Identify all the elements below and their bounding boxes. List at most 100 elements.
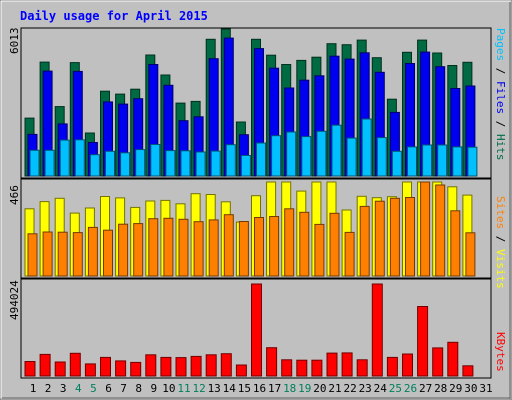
bar-kbytes-day-9 [145, 354, 157, 377]
bar-sites-day-27 [420, 181, 431, 277]
bar-pages-day-1 [29, 149, 40, 177]
bar-kbytes-day-3 [54, 361, 66, 377]
x-tick-label: 11 [177, 382, 190, 395]
hits-panel-label: Pages / Files / Hits [494, 28, 507, 161]
bar-pages-day-2 [44, 149, 55, 177]
bar-kbytes-day-10 [160, 356, 172, 377]
x-tick-label: 18 [283, 382, 296, 395]
x-tick-label: 23 [359, 382, 372, 395]
bar-sites-day-14 [223, 214, 234, 277]
bar-kbytes-day-21 [326, 352, 338, 377]
x-tick-label: 17 [268, 382, 281, 395]
bar-sites-day-16 [254, 217, 264, 277]
bar-sites-day-7 [118, 223, 129, 277]
bar-sites-day-3 [57, 231, 68, 277]
x-tick-label: 12 [192, 382, 205, 395]
bar-sites-day-25 [389, 197, 400, 277]
x-tick-label: 29 [449, 382, 462, 395]
x-tick-label: 7 [120, 382, 127, 395]
bar-pages-day-13 [210, 150, 221, 177]
bar-kbytes-day-29 [447, 341, 459, 377]
bar-pages-day-30 [467, 146, 478, 177]
bar-pages-day-9 [150, 144, 161, 177]
x-tick-label: 16 [253, 382, 266, 395]
bar-pages-day-14 [225, 144, 236, 177]
bar-sites-day-11 [178, 218, 189, 277]
bar-pages-day-21 [331, 124, 342, 177]
bar-sites-day-1 [27, 233, 38, 277]
bar-kbytes-day-23 [356, 359, 368, 377]
legend-sites: Sites [494, 196, 507, 229]
bar-pages-day-11 [180, 150, 191, 177]
bar-pages-day-4 [74, 139, 85, 177]
bar-sites-day-15 [238, 221, 249, 277]
bar-sites-day-21 [329, 212, 340, 277]
bar-kbytes-day-6 [100, 356, 111, 377]
bar-pages-day-6 [105, 150, 115, 177]
bar-kbytes-day-28 [432, 347, 444, 377]
bar-pages-day-15 [240, 155, 251, 177]
bar-sites-day-6 [103, 229, 113, 277]
bar-sites-day-29 [450, 210, 461, 277]
bar-pages-day-22 [346, 137, 357, 177]
bar-kbytes-day-1 [24, 361, 36, 377]
x-tick-label: 14 [223, 382, 237, 395]
x-tick-label: 22 [343, 382, 356, 395]
kbytes-panel-label: KBytes [494, 332, 507, 372]
bar-pages-day-5 [89, 154, 100, 177]
bar-sites-day-26 [405, 197, 415, 277]
visits-ymax-label: 466 [8, 185, 21, 205]
x-tick-label: 15 [238, 382, 251, 395]
bar-pages-day-12 [195, 151, 206, 177]
bar-kbytes-day-18 [281, 359, 293, 377]
bar-pages-day-26 [407, 146, 417, 177]
x-tick-label: 25 [389, 382, 402, 395]
x-tick-label: 30 [464, 382, 477, 395]
bar-kbytes-day-5 [84, 363, 96, 377]
legend-pages: Pages [494, 28, 507, 61]
x-tick-label: 19 [298, 382, 311, 395]
bar-pages-day-3 [59, 139, 70, 177]
bar-pages-day-16 [256, 142, 266, 177]
x-tick-label: 27 [419, 382, 432, 395]
bar-kbytes-day-16 [251, 283, 262, 377]
kbytes-ymax-label: 494024 [8, 280, 21, 320]
bar-sites-day-12 [193, 221, 204, 277]
bar-pages-day-25 [391, 150, 402, 177]
chart-title: Daily usage for April 2015 [20, 9, 208, 23]
x-tick-label: 5 [90, 382, 97, 395]
x-tick-label: 24 [374, 382, 388, 395]
bar-pages-day-18 [286, 131, 297, 177]
bar-kbytes-day-15 [235, 364, 247, 377]
bar-kbytes-day-22 [341, 352, 353, 377]
bar-sites-day-28 [435, 184, 446, 277]
bar-kbytes-day-27 [417, 306, 429, 377]
hits-ymax-label: 6013 [8, 28, 21, 55]
bar-pages-day-24 [376, 137, 387, 177]
x-tick-label: 10 [162, 382, 175, 395]
bar-sites-day-23 [359, 205, 370, 277]
bar-sites-day-18 [284, 208, 295, 277]
x-tick-label: 31 [479, 382, 492, 395]
bar-kbytes-day-25 [386, 356, 398, 377]
bar-pages-day-10 [165, 150, 176, 177]
bar-pages-day-7 [120, 152, 131, 177]
bar-kbytes-day-2 [39, 353, 51, 377]
x-tick-label: 1 [30, 382, 37, 395]
bar-kbytes-day-26 [402, 353, 413, 377]
x-tick-label: 6 [105, 382, 112, 395]
bar-pages-day-28 [437, 144, 448, 177]
bar-kbytes-day-24 [371, 283, 383, 377]
bar-sites-day-4 [72, 232, 83, 277]
legend-hits: Hits [494, 134, 507, 161]
x-tick-label: 28 [434, 382, 447, 395]
bar-pages-day-27 [422, 144, 433, 177]
bar-kbytes-day-30 [462, 365, 474, 377]
bar-sites-day-13 [208, 219, 219, 277]
legend-files: Files [494, 81, 507, 114]
bar-kbytes-day-11 [175, 357, 187, 377]
bar-sites-day-17 [269, 216, 280, 277]
x-tick-label: 20 [313, 382, 326, 395]
x-tick-label: 4 [75, 382, 82, 395]
